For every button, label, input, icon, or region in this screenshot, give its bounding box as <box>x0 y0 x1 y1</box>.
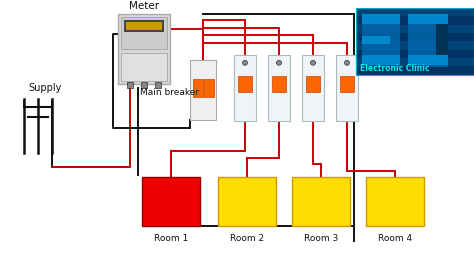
Bar <box>356 16 474 25</box>
Circle shape <box>276 60 282 65</box>
Circle shape <box>345 60 349 65</box>
Text: Room 1: Room 1 <box>154 234 188 243</box>
Bar <box>141 82 147 88</box>
Bar <box>127 82 133 88</box>
Bar <box>408 14 448 67</box>
Text: Main breaker: Main breaker <box>140 88 199 97</box>
Bar <box>121 53 167 81</box>
Bar <box>408 55 448 65</box>
Bar <box>204 80 214 97</box>
Bar <box>306 77 320 92</box>
Text: Room 3: Room 3 <box>304 234 338 243</box>
Bar <box>121 17 167 49</box>
Bar <box>362 14 400 24</box>
Text: Room 2: Room 2 <box>230 234 264 243</box>
Bar <box>356 8 474 16</box>
Bar <box>436 24 448 55</box>
Bar <box>356 58 474 66</box>
Bar <box>118 14 170 84</box>
Text: Supply: Supply <box>28 83 61 93</box>
Bar <box>362 14 400 67</box>
Bar <box>356 66 474 74</box>
Bar <box>362 36 390 44</box>
Bar <box>356 33 474 41</box>
Bar <box>238 77 252 92</box>
Bar <box>408 14 448 24</box>
Bar <box>292 177 350 226</box>
Bar <box>124 20 164 32</box>
Bar <box>142 177 200 226</box>
Bar <box>193 80 203 97</box>
Bar <box>155 82 161 88</box>
Bar <box>218 177 276 226</box>
Bar <box>356 50 474 58</box>
Bar <box>362 55 400 65</box>
Circle shape <box>243 60 247 65</box>
Bar <box>366 177 424 226</box>
Bar <box>268 55 290 121</box>
Bar <box>356 8 474 74</box>
Bar <box>234 55 256 121</box>
Bar <box>336 55 358 121</box>
Text: Electronic Clinic: Electronic Clinic <box>360 64 429 73</box>
Bar <box>302 55 324 121</box>
Bar <box>356 41 474 50</box>
Bar <box>272 77 286 92</box>
Text: Meter: Meter <box>129 1 159 11</box>
Circle shape <box>310 60 316 65</box>
Bar <box>126 22 162 30</box>
Bar <box>356 25 474 33</box>
Text: Room 4: Room 4 <box>378 234 412 243</box>
Bar <box>340 77 354 92</box>
Bar <box>190 60 216 120</box>
Bar <box>356 8 474 74</box>
